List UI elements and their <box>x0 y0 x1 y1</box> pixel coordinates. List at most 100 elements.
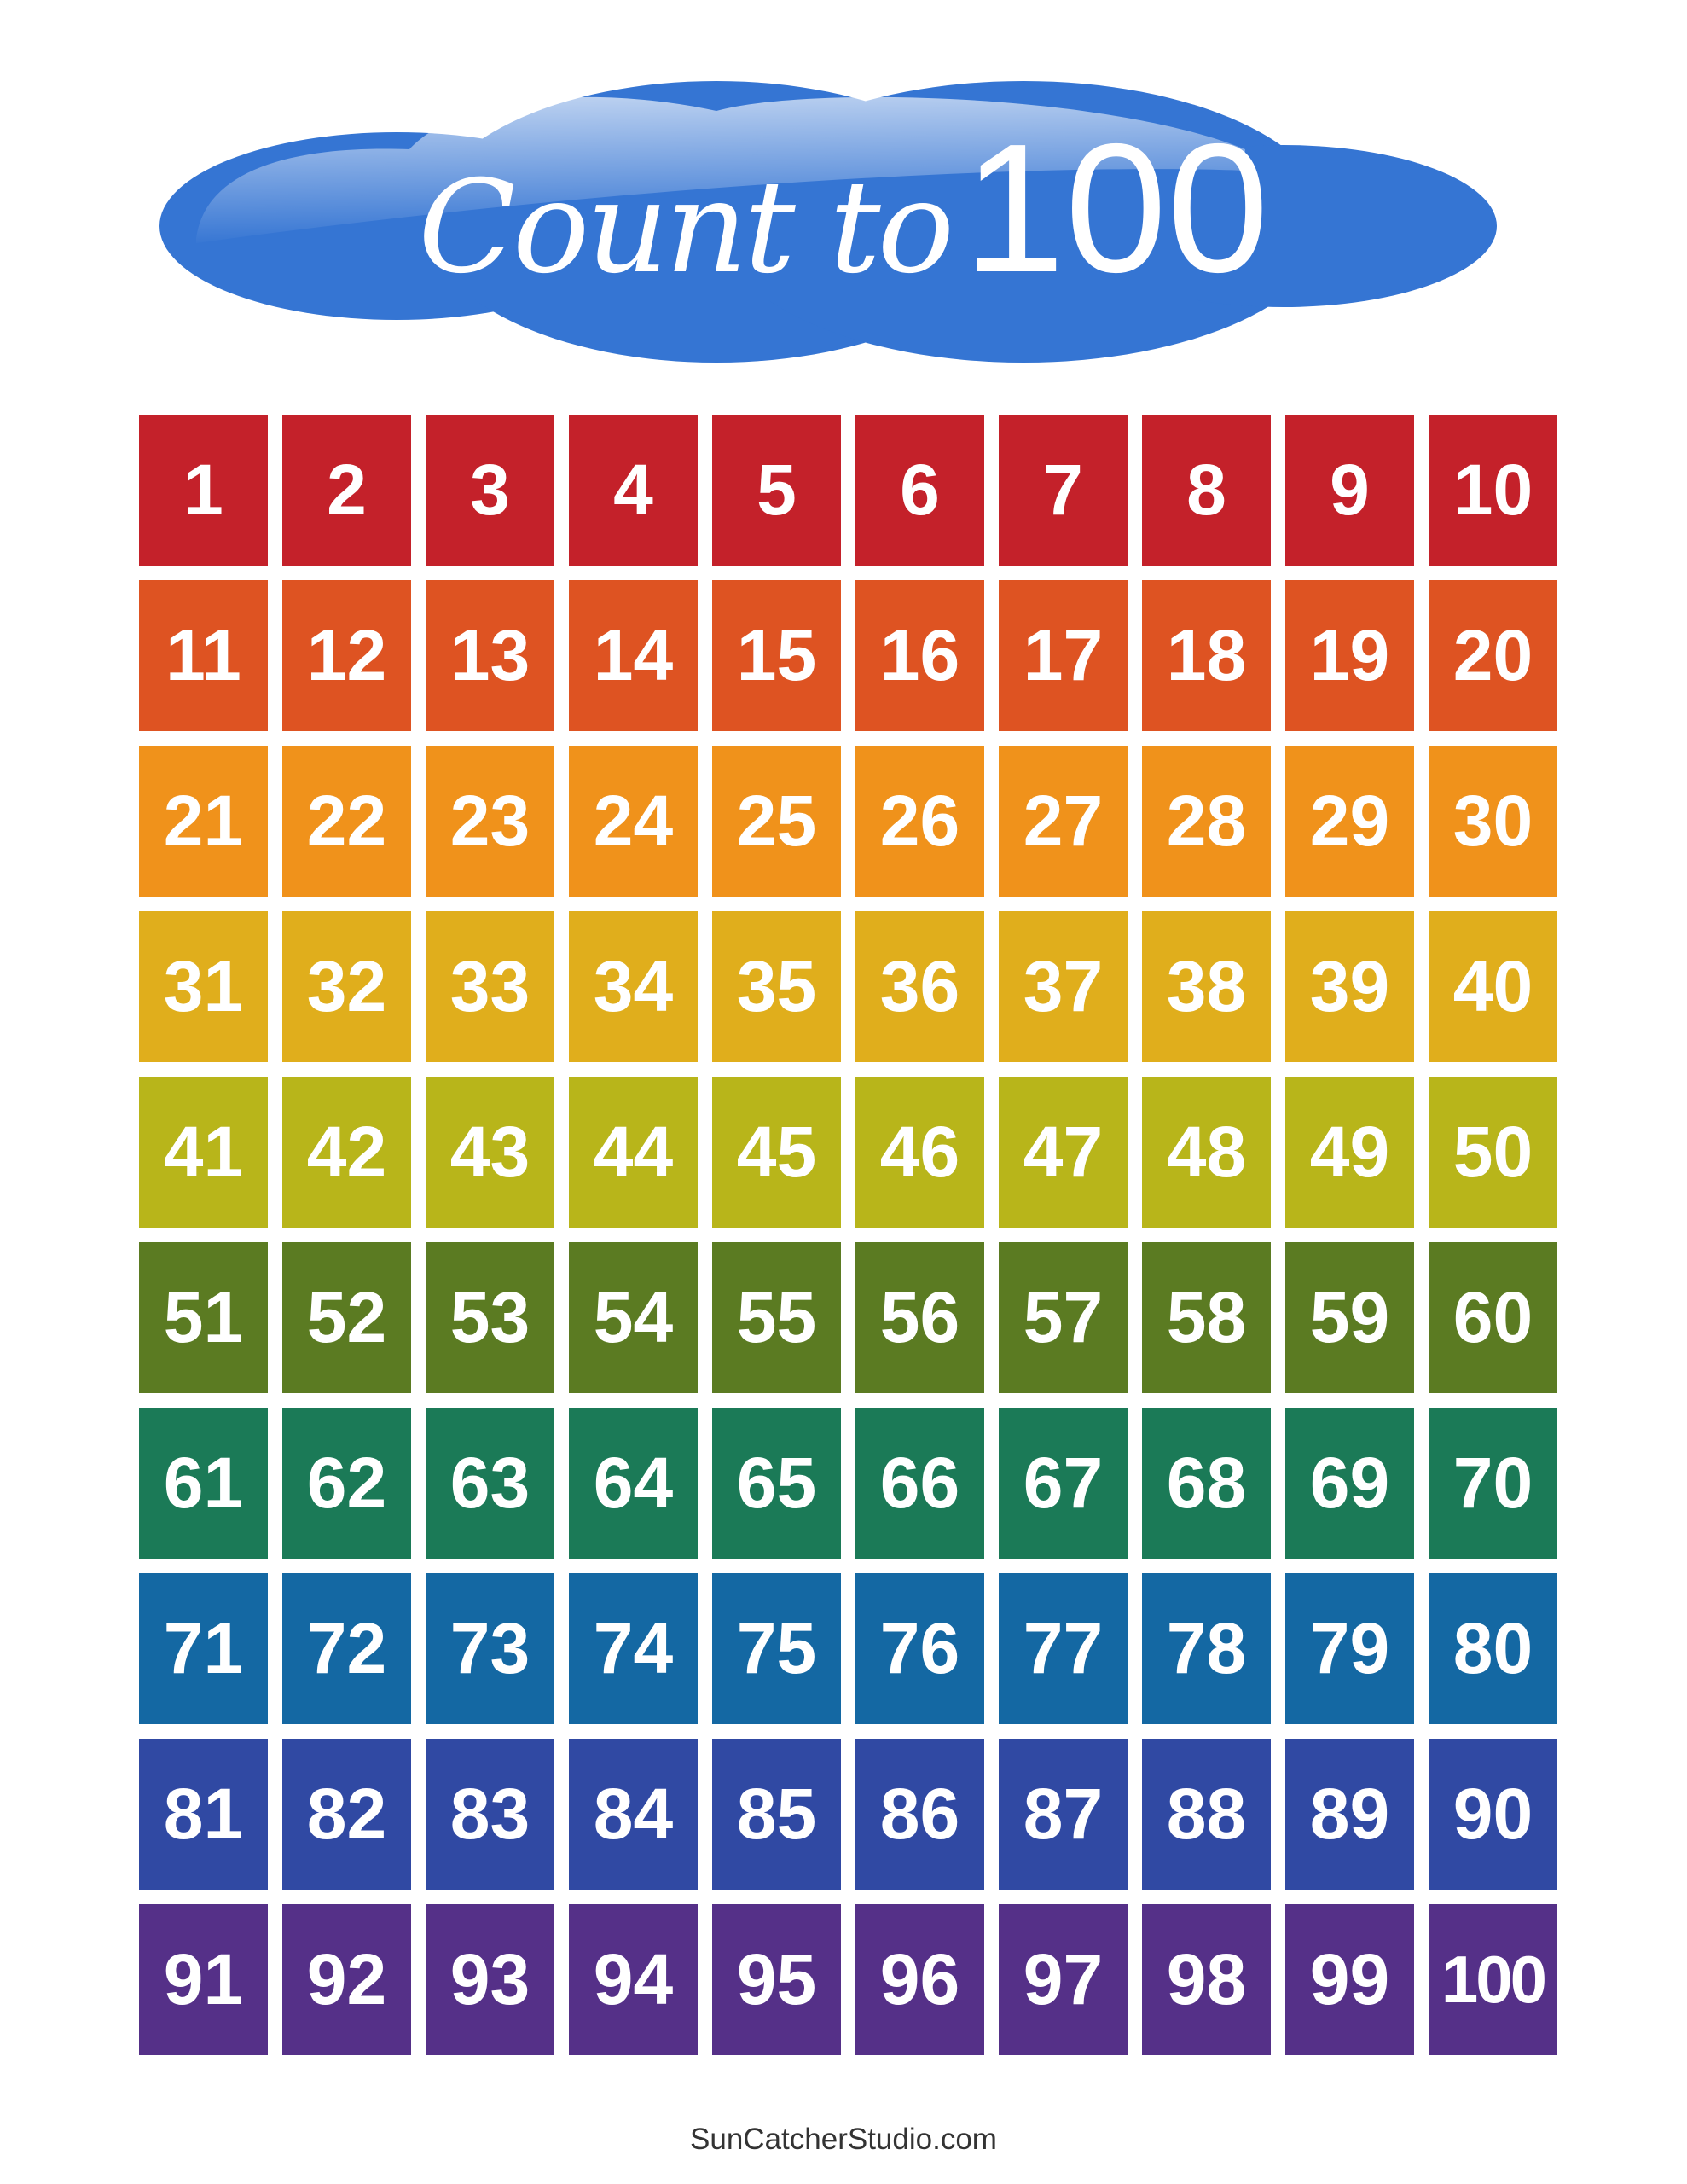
number-cell-81: 81 <box>139 1739 268 1890</box>
number-cell-72: 72 <box>282 1573 411 1724</box>
number-cell-49: 49 <box>1285 1077 1414 1228</box>
footer-credit: SunCatcherStudio.com <box>690 2123 997 2156</box>
number-cell-98: 98 <box>1142 1904 1271 2055</box>
number-cell-32: 32 <box>282 911 411 1062</box>
number-cell-75: 75 <box>712 1573 841 1724</box>
number-cell-12: 12 <box>282 580 411 731</box>
number-grid: 1 2 3 4 5 6 7 8 9 10 11 12 13 14 15 16 17 18 19 20 21 22 23 24 2… <box>139 415 1557 2055</box>
number-cell-39: 39 <box>1285 911 1414 1062</box>
number-cell-20: 20 <box>1429 580 1557 731</box>
number-cell-54: 54 <box>569 1242 698 1393</box>
number-cell-13: 13 <box>426 580 554 731</box>
page-title: Count to100 <box>0 102 1687 314</box>
number-cell-94: 94 <box>569 1904 698 2055</box>
number-cell-3: 3 <box>426 415 554 566</box>
number-cell-58: 58 <box>1142 1242 1271 1393</box>
number-cell-85: 85 <box>712 1739 841 1890</box>
number-cell-93: 93 <box>426 1904 554 2055</box>
number-cell-64: 64 <box>569 1408 698 1559</box>
number-cell-92: 92 <box>282 1904 411 2055</box>
title-cloud <box>159 81 1497 363</box>
number-cell-97: 97 <box>999 1904 1128 2055</box>
number-cell-63: 63 <box>426 1408 554 1559</box>
number-cell-11: 11 <box>139 580 268 731</box>
number-cell-44: 44 <box>569 1077 698 1228</box>
number-cell-66: 66 <box>855 1408 984 1559</box>
number-cell-36: 36 <box>855 911 984 1062</box>
number-cell-61: 61 <box>139 1408 268 1559</box>
number-cell-69: 69 <box>1285 1408 1414 1559</box>
number-cell-45: 45 <box>712 1077 841 1228</box>
number-cell-40: 40 <box>1429 911 1557 1062</box>
number-cell-14: 14 <box>569 580 698 731</box>
number-cell-27: 27 <box>999 746 1128 897</box>
number-cell-95: 95 <box>712 1904 841 2055</box>
number-cell-82: 82 <box>282 1739 411 1890</box>
number-cell-26: 26 <box>855 746 984 897</box>
number-cell-65: 65 <box>712 1408 841 1559</box>
number-cell-51: 51 <box>139 1242 268 1393</box>
number-cell-30: 30 <box>1429 746 1557 897</box>
number-cell-1: 1 <box>139 415 268 566</box>
number-cell-29: 29 <box>1285 746 1414 897</box>
number-cell-80: 80 <box>1429 1573 1557 1724</box>
number-cell-60: 60 <box>1429 1242 1557 1393</box>
number-cell-22: 22 <box>282 746 411 897</box>
number-cell-53: 53 <box>426 1242 554 1393</box>
number-cell-4: 4 <box>569 415 698 566</box>
number-cell-23: 23 <box>426 746 554 897</box>
number-cell-24: 24 <box>569 746 698 897</box>
number-cell-21: 21 <box>139 746 268 897</box>
number-cell-55: 55 <box>712 1242 841 1393</box>
number-cell-37: 37 <box>999 911 1128 1062</box>
number-cell-74: 74 <box>569 1573 698 1724</box>
number-cell-6: 6 <box>855 415 984 566</box>
number-cell-73: 73 <box>426 1573 554 1724</box>
number-cell-34: 34 <box>569 911 698 1062</box>
number-cell-28: 28 <box>1142 746 1271 897</box>
number-cell-5: 5 <box>712 415 841 566</box>
number-cell-57: 57 <box>999 1242 1128 1393</box>
number-cell-18: 18 <box>1142 580 1271 731</box>
number-cell-52: 52 <box>282 1242 411 1393</box>
number-cell-89: 89 <box>1285 1739 1414 1890</box>
number-cell-46: 46 <box>855 1077 984 1228</box>
number-cell-91: 91 <box>139 1904 268 2055</box>
number-cell-86: 86 <box>855 1739 984 1890</box>
number-cell-48: 48 <box>1142 1077 1271 1228</box>
number-cell-47: 47 <box>999 1077 1128 1228</box>
number-cell-17: 17 <box>999 580 1128 731</box>
number-cell-87: 87 <box>999 1739 1128 1890</box>
number-cell-100: 100 <box>1429 1904 1557 2055</box>
number-cell-42: 42 <box>282 1077 411 1228</box>
number-cell-68: 68 <box>1142 1408 1271 1559</box>
number-cell-15: 15 <box>712 580 841 731</box>
number-cell-83: 83 <box>426 1739 554 1890</box>
number-cell-96: 96 <box>855 1904 984 2055</box>
number-cell-67: 67 <box>999 1408 1128 1559</box>
number-cell-62: 62 <box>282 1408 411 1559</box>
number-cell-9: 9 <box>1285 415 1414 566</box>
number-cell-79: 79 <box>1285 1573 1414 1724</box>
number-cell-88: 88 <box>1142 1739 1271 1890</box>
number-cell-7: 7 <box>999 415 1128 566</box>
number-cell-31: 31 <box>139 911 268 1062</box>
number-cell-41: 41 <box>139 1077 268 1228</box>
number-cell-84: 84 <box>569 1739 698 1890</box>
number-cell-71: 71 <box>139 1573 268 1724</box>
number-cell-77: 77 <box>999 1573 1128 1724</box>
number-cell-33: 33 <box>426 911 554 1062</box>
number-cell-50: 50 <box>1429 1077 1557 1228</box>
number-cell-56: 56 <box>855 1242 984 1393</box>
number-cell-59: 59 <box>1285 1242 1414 1393</box>
number-cell-25: 25 <box>712 746 841 897</box>
number-cell-10: 10 <box>1429 415 1557 566</box>
title-number: 100 <box>963 105 1269 311</box>
number-cell-38: 38 <box>1142 911 1271 1062</box>
number-cell-78: 78 <box>1142 1573 1271 1724</box>
number-cell-99: 99 <box>1285 1904 1414 2055</box>
number-cell-8: 8 <box>1142 415 1271 566</box>
number-cell-16: 16 <box>855 580 984 731</box>
number-cell-90: 90 <box>1429 1739 1557 1890</box>
number-cell-2: 2 <box>282 415 411 566</box>
